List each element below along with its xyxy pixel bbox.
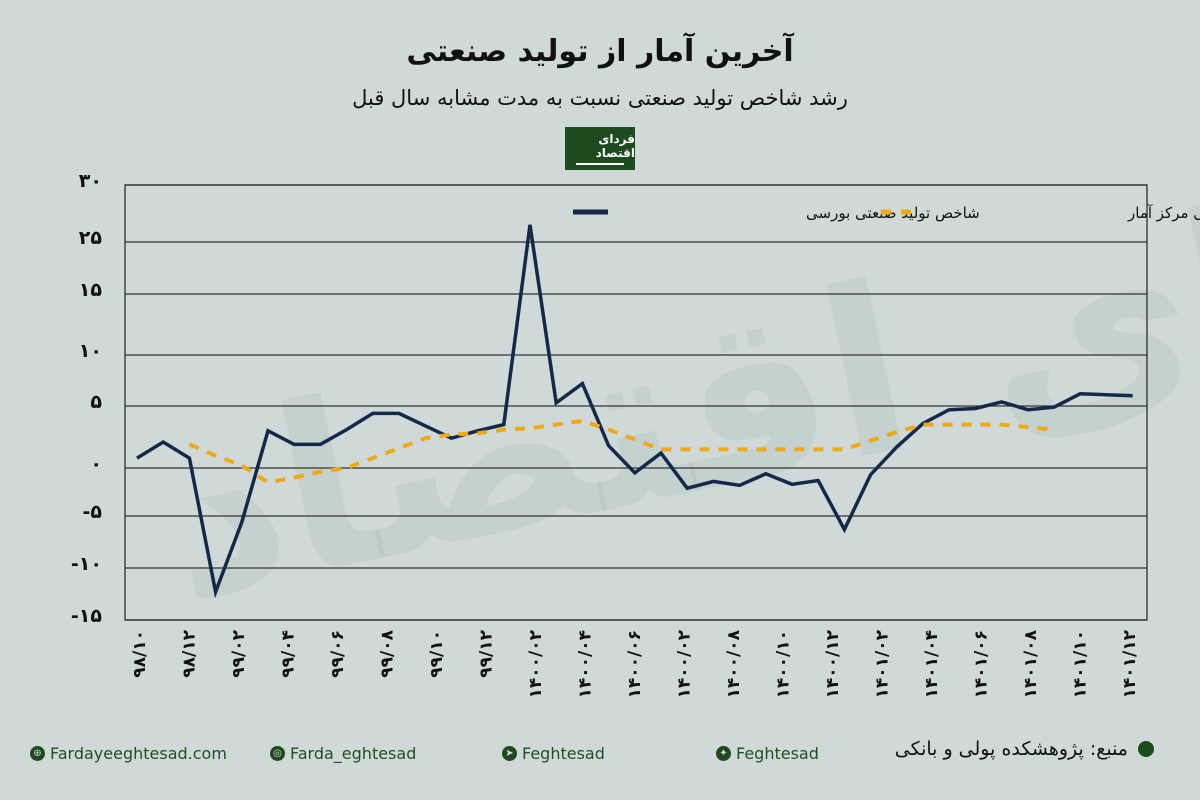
telegram-handle[interactable]: Feghtesad [522, 743, 605, 763]
y-tick-label: ۰ [90, 453, 102, 475]
x-tick-label: ۱۴۰۰/۰۲ [675, 629, 695, 698]
x-tick-label: ۹۸/۱۲ [180, 629, 200, 677]
legend-label-bourse: شاخص تولید صنعتی بورسی [806, 204, 980, 222]
footer-telegram[interactable]: ➤ Feghtesad [502, 735, 605, 771]
x-tick-label: ۱۴۰۱/۱۰ [1071, 630, 1091, 698]
series-line-amar [188, 418, 1055, 485]
source-text: منبع: پژوهشکده پولی و بانکی [894, 738, 1128, 760]
footer-twitter[interactable]: ✦ Feghtesad [716, 735, 819, 771]
x-tick-label: ۱۴۰۱/۰۴ [922, 630, 942, 698]
y-tick-label: ۱۰ [79, 340, 102, 362]
source-note: منبع: پژوهشکده پولی و بانکی [895, 738, 1154, 760]
x-tick-label: ۹۹/۱۲ [477, 629, 497, 677]
y-tick-label: ۵ [90, 391, 102, 413]
instagram-icon: ◎ [270, 745, 285, 761]
y-axis-ticks: ۳۰ ۲۵ ۱۵ ۱۰ ۵ ۰ -۵ -۱۰ -۱۵ [71, 170, 102, 627]
x-tick-label: ۹۹/۱۰ [427, 630, 447, 678]
y-tick-label: -۵ [83, 501, 103, 523]
footer-website[interactable]: ⊕ Fardayeeghtesad.com [30, 735, 227, 771]
website-link[interactable]: Fardayeeghtesad.com [50, 743, 227, 763]
x-tick-label: ۹۹/۰۴ [279, 630, 299, 678]
twitter-icon: ✦ [716, 745, 731, 761]
x-tick-label: ۹۹/۰۲ [229, 629, 249, 677]
y-tick-label: ۱۵ [79, 279, 103, 301]
y-tick-label: -۱۵ [71, 605, 102, 627]
series-line-bourse [136, 224, 1133, 599]
plot-frame [124, 184, 1148, 621]
x-tick-label: ۱۴۰۰/۰۲ [526, 629, 546, 698]
y-tick-label: ۳۰ [79, 170, 102, 192]
instagram-handle[interactable]: Farda_eghtesad [290, 743, 417, 763]
x-tick-label: ۱۴۰۰/۰۶ [625, 630, 645, 698]
twitter-handle[interactable]: Feghtesad [736, 743, 819, 763]
x-tick-label: ۹۹/۰۸ [378, 629, 398, 677]
x-tick-label: ۱۴۰۱/۰۶ [972, 630, 992, 698]
legend: شاخص تولید صنعتی بورسی شاخص تولید صنعتی … [573, 204, 1200, 222]
chart-subtitle: رشد شاخص تولید صنعتی نسبت به مدت مشابه س… [352, 86, 848, 110]
x-tick-label: ۱۴۰۰/۰۸ [724, 629, 744, 698]
x-tick-label: ۱۴۰۱/۰۲ [873, 629, 893, 698]
bullet-icon [1138, 741, 1154, 757]
x-tick-label: ۱۴۰۱/۱۲ [1120, 629, 1140, 698]
y-tick-label: ۲۵ [79, 227, 103, 249]
x-tick-label: ۱۴۰۰/۱۰ [774, 630, 794, 698]
x-tick-label: ۱۴۰۰/۰۴ [576, 630, 596, 698]
x-tick-label: ۹۹/۰۶ [328, 630, 348, 678]
series-lines [136, 224, 1133, 599]
page-title: آخرین آمار از تولید صنعتی [406, 34, 794, 69]
y-tick-label: -۱۰ [71, 553, 102, 575]
logo-text: فردای اقتصاد [595, 132, 635, 160]
globe-icon: ⊕ [30, 745, 45, 761]
x-tick-label: ۹۸/۱۰ [130, 630, 150, 678]
legend-label-amar: شاخص تولید صنعتی مرکز آمار [1127, 204, 1200, 222]
x-tick-label: ۱۴۰۰/۱۲ [823, 629, 843, 698]
x-tick-label: ۱۴۰۱/۰۸ [1021, 629, 1041, 698]
telegram-icon: ➤ [502, 745, 517, 761]
brand-logo: فردای اقتصاد [565, 127, 635, 170]
x-axis-ticks: ۹۸/۱۰ ۹۸/۱۲ ۹۹/۰۲ ۹۹/۰۴ ۹۹/۰۶ ۹۹/۰۸ ۹۹/۱۰ ۹۹/۱۲… [130, 629, 1140, 698]
logo-underline [576, 163, 624, 165]
footer-instagram[interactable]: ◎ Farda_eghtesad [270, 735, 416, 771]
